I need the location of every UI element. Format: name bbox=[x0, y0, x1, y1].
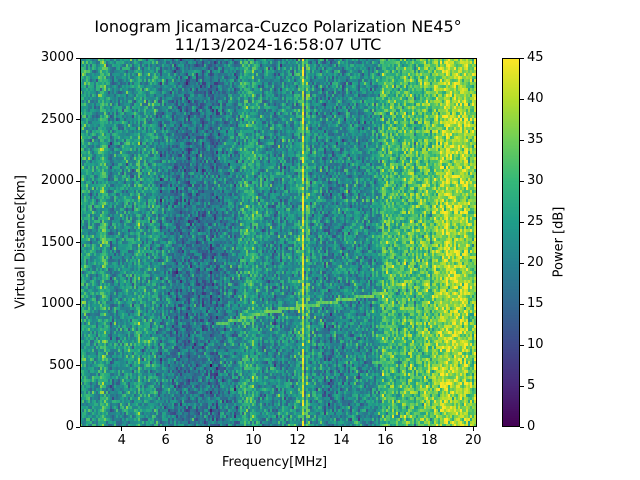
x-tick-label: 16 bbox=[377, 433, 394, 448]
y-tick bbox=[76, 242, 80, 243]
colorbar-tick bbox=[520, 57, 524, 59]
y-tick bbox=[76, 57, 80, 59]
colorbar-tick-label: 20 bbox=[527, 255, 544, 270]
ionogram-heatmap bbox=[80, 58, 477, 427]
colorbar-tick-label: 10 bbox=[527, 337, 544, 352]
colorbar-tick bbox=[520, 139, 524, 141]
colorbar-tick bbox=[520, 262, 524, 264]
colorbar-tick bbox=[520, 303, 524, 305]
y-axis-label: Virtual Distance[km] bbox=[13, 175, 29, 309]
colorbar-tick bbox=[520, 180, 524, 182]
x-tick-label: 20 bbox=[464, 433, 482, 448]
colorbar-tick bbox=[520, 385, 524, 387]
colorbar-tick-label: 5 bbox=[527, 378, 536, 393]
y-tick-label: 1500 bbox=[40, 234, 74, 250]
x-tick-label: 6 bbox=[161, 433, 170, 448]
colorbar-tick-label: 45 bbox=[527, 50, 544, 65]
x-tick bbox=[472, 427, 474, 431]
colorbar-tick-label: 15 bbox=[527, 296, 544, 311]
colorbar-tick-label: 0 bbox=[527, 419, 536, 434]
colorbar-tick bbox=[520, 344, 524, 346]
colorbar-tick-label: 40 bbox=[527, 91, 544, 106]
x-tick bbox=[165, 427, 167, 431]
x-tick-label: 12 bbox=[289, 433, 306, 448]
x-tick bbox=[297, 427, 298, 431]
x-tick bbox=[384, 427, 386, 431]
colorbar-tick-label: 35 bbox=[527, 132, 544, 147]
x-axis-label: Frequency[MHz] bbox=[222, 455, 328, 470]
y-tick bbox=[76, 119, 80, 120]
y-tick bbox=[76, 180, 80, 182]
x-tick bbox=[428, 427, 430, 431]
colorbar-tick bbox=[520, 221, 524, 223]
colorbar-tick bbox=[520, 98, 524, 100]
x-tick-label: 18 bbox=[421, 433, 438, 448]
x-tick-label: 14 bbox=[333, 433, 350, 448]
x-tick bbox=[209, 427, 211, 431]
y-tick-label: 1000 bbox=[40, 296, 74, 311]
y-tick-label: 2500 bbox=[40, 111, 74, 127]
chart-title: Ionogram Jicamarca-Cuzco Polarization NE… bbox=[94, 17, 462, 36]
y-tick bbox=[76, 365, 80, 366]
y-tick-label: 500 bbox=[49, 357, 74, 373]
colorbar bbox=[502, 58, 520, 427]
y-tick-label: 2000 bbox=[40, 173, 74, 188]
colorbar-tick-label: 25 bbox=[527, 214, 544, 229]
y-tick bbox=[76, 426, 80, 428]
x-tick-label: 4 bbox=[117, 433, 126, 448]
y-tick bbox=[76, 303, 80, 305]
y-tick-label: 0 bbox=[65, 419, 74, 434]
y-tick-label: 3000 bbox=[40, 50, 74, 65]
x-tick-label: 8 bbox=[205, 433, 214, 448]
colorbar-tick bbox=[520, 426, 524, 428]
colorbar-tick-label: 30 bbox=[527, 173, 544, 188]
x-tick bbox=[121, 427, 123, 431]
x-tick-label: 10 bbox=[245, 433, 262, 448]
x-tick bbox=[340, 427, 342, 431]
chart-subtitle: 11/13/2024-16:58:07 UTC bbox=[174, 35, 382, 54]
colorbar-label: Power [dB] bbox=[551, 206, 567, 278]
x-tick bbox=[253, 427, 255, 431]
